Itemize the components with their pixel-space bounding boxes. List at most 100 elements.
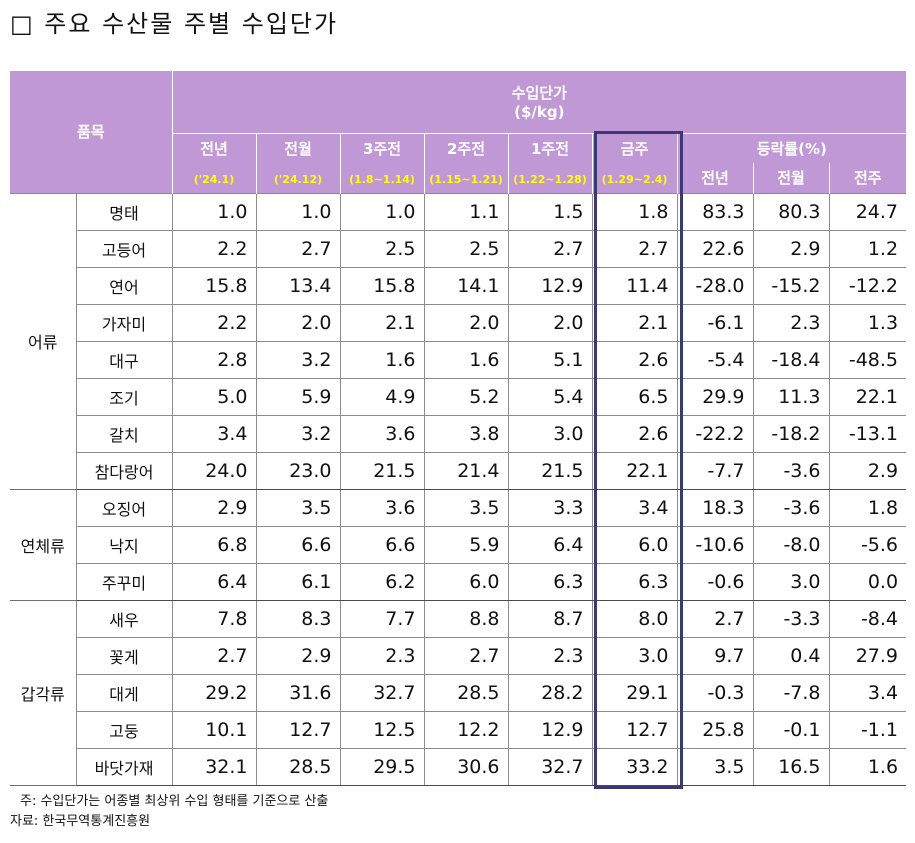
value-cell: 1.1 bbox=[423, 192, 509, 231]
value-cell: -13.1 bbox=[828, 415, 907, 453]
value-cell: 6.0 bbox=[591, 526, 678, 564]
value-cell: -7.7 bbox=[676, 452, 754, 490]
header-col-period: (1.22~1.28) bbox=[513, 172, 587, 186]
item-label: 고둥 bbox=[76, 711, 173, 749]
value-cell: 22.1 bbox=[591, 452, 678, 490]
value-cell: 3.0 bbox=[591, 637, 678, 675]
value-cell: 2.9 bbox=[255, 637, 341, 675]
header-col-label: 3주전 bbox=[339, 133, 425, 163]
value-cell: 29.2 bbox=[171, 674, 257, 712]
table-row: 대구 2.8 3.2 1.6 1.6 5.1 2.6 -5.4 -18.4 -48.5 bbox=[10, 341, 907, 379]
value-cell: 21.5 bbox=[339, 452, 425, 490]
value-cell: 28.2 bbox=[507, 674, 593, 712]
table-row: 어류 명태 1.0 1.0 1.0 1.1 1.5 1.8 83.3 80.3 24.7 bbox=[10, 192, 907, 490]
value-cell: 2.2 bbox=[171, 304, 257, 342]
value-cell: 1.5 bbox=[507, 192, 593, 231]
value-cell: -6.1 bbox=[676, 304, 754, 342]
value-cell: 3.2 bbox=[255, 415, 341, 453]
value-cell: 25.8 bbox=[676, 711, 754, 749]
value-cell: 2.0 bbox=[423, 304, 509, 342]
value-cell: 2.0 bbox=[255, 304, 341, 342]
item-label: 고등어 bbox=[76, 230, 173, 268]
value-cell: 5.0 bbox=[171, 378, 257, 416]
value-cell: 6.2 bbox=[339, 563, 425, 601]
value-cell: 6.6 bbox=[255, 526, 341, 564]
header-col-period: ('24.12) bbox=[273, 172, 323, 186]
item-label: 바닷가재 bbox=[76, 748, 173, 786]
value-cell: -3.3 bbox=[752, 600, 830, 638]
table-row: 조기 5.0 5.9 4.9 5.2 5.4 6.5 29.9 11.3 22.1 bbox=[10, 378, 907, 416]
value-cell: 2.9 bbox=[752, 230, 830, 268]
item-label: 새우 bbox=[76, 600, 173, 638]
value-cell: 24.0 bbox=[171, 452, 257, 490]
value-cell: 12.5 bbox=[339, 711, 425, 749]
table-row: 고등어 2.2 2.7 2.5 2.5 2.7 2.7 22.6 2.9 1.2 bbox=[10, 230, 907, 268]
value-cell: 1.6 bbox=[423, 341, 509, 379]
value-cell: -28.0 bbox=[676, 267, 754, 305]
value-cell: 2.9 bbox=[171, 489, 257, 527]
value-cell: 6.6 bbox=[339, 526, 425, 564]
value-cell: 18.3 bbox=[676, 489, 754, 527]
table-row: 낙지 6.8 6.6 6.6 5.9 6.4 6.0 -10.6 -8.0 -5.6 bbox=[10, 526, 907, 564]
value-cell: 2.2 bbox=[171, 230, 257, 268]
value-cell: 29.1 bbox=[591, 674, 678, 712]
value-cell: 3.5 bbox=[255, 489, 341, 527]
value-cell: 1.3 bbox=[828, 304, 907, 342]
value-cell: 14.1 bbox=[423, 267, 509, 305]
table-row: 갈치 3.4 3.2 3.6 3.8 3.0 2.6 -22.2 -18.2 -13.1 bbox=[10, 415, 907, 453]
import-price-table: 품목 수입단가 ($/kg) 전년 전월 3주전 2주전 1주전 금주 등락률(… bbox=[10, 71, 907, 786]
value-cell: 6.1 bbox=[255, 563, 341, 601]
value-cell: -48.5 bbox=[828, 341, 907, 379]
value-cell: 4.9 bbox=[339, 378, 425, 416]
item-label: 참다랑어 bbox=[76, 452, 173, 490]
value-cell: 2.1 bbox=[339, 304, 425, 342]
footnote-note: 주: 수입단가는 어종별 최상위 수입 형태를 기준으로 산출 bbox=[20, 794, 329, 809]
item-label: 대게 bbox=[76, 674, 173, 712]
value-cell: -12.2 bbox=[828, 267, 907, 305]
header-change-group: 등락률(%) bbox=[676, 133, 907, 163]
table-row: 연어 15.8 13.4 15.8 14.1 12.9 11.4 -28.0 -15.2 -12.… bbox=[10, 267, 907, 305]
header-col-label: 1주전 bbox=[507, 133, 593, 163]
value-cell: 1.8 bbox=[828, 489, 907, 527]
header-col-period: ('24.1) bbox=[193, 172, 235, 186]
table-row: 고둥 10.1 12.7 12.5 12.2 12.9 12.7 25.8 -0.1 -1.1 bbox=[10, 711, 907, 749]
value-cell: 2.7 bbox=[255, 230, 341, 268]
table-row: 대게 29.2 31.6 32.7 28.5 28.2 29.1 -0.3 -7.8 3.4 bbox=[10, 674, 907, 712]
value-cell: -5.4 bbox=[676, 341, 754, 379]
value-cell: 1.8 bbox=[591, 192, 678, 231]
value-cell: -5.6 bbox=[828, 526, 907, 564]
value-cell: 6.8 bbox=[171, 526, 257, 564]
value-cell: -8.4 bbox=[828, 600, 907, 638]
value-cell: -10.6 bbox=[676, 526, 754, 564]
header-change-col: 전년 bbox=[676, 163, 754, 193]
value-cell: 22.1 bbox=[828, 378, 907, 416]
value-cell: 10.1 bbox=[171, 711, 257, 749]
item-label: 조기 bbox=[76, 378, 173, 416]
value-cell: 7.7 bbox=[339, 600, 425, 638]
value-cell: 3.2 bbox=[255, 341, 341, 379]
value-cell: 3.4 bbox=[171, 415, 257, 453]
value-cell: 1.0 bbox=[339, 192, 425, 231]
value-cell: 2.8 bbox=[171, 341, 257, 379]
header-col-label: 전월 bbox=[255, 133, 341, 163]
value-cell: -1.1 bbox=[828, 711, 907, 749]
value-cell: 16.5 bbox=[752, 748, 830, 786]
value-cell: 2.7 bbox=[591, 230, 678, 268]
value-cell: 12.9 bbox=[507, 711, 593, 749]
value-cell: 12.9 bbox=[507, 267, 593, 305]
import-price-table-wrapper: 품목 수입단가 ($/kg) 전년 전월 3주전 2주전 1주전 금주 등락률(… bbox=[10, 71, 907, 789]
header-col-period: (1.8~1.14) bbox=[349, 172, 415, 186]
value-cell: 3.0 bbox=[752, 563, 830, 601]
value-cell: 3.3 bbox=[507, 489, 593, 527]
value-cell: -0.6 bbox=[676, 563, 754, 601]
value-cell: 3.5 bbox=[676, 748, 754, 786]
value-cell: -0.3 bbox=[676, 674, 754, 712]
value-cell: 27.9 bbox=[828, 637, 907, 675]
value-cell: 28.5 bbox=[423, 674, 509, 712]
table-row: 갑각류 새우 7.8 8.3 7.7 8.8 8.7 8.0 2.7 -3.3 -8.4 bbox=[10, 600, 907, 786]
value-cell: 80.3 bbox=[752, 192, 830, 231]
item-label: 꽃게 bbox=[76, 637, 173, 675]
value-cell: 32.1 bbox=[171, 748, 257, 786]
footnote-source: 자료: 한국무역통계진흥원 bbox=[10, 814, 151, 829]
value-cell: 2.3 bbox=[339, 637, 425, 675]
